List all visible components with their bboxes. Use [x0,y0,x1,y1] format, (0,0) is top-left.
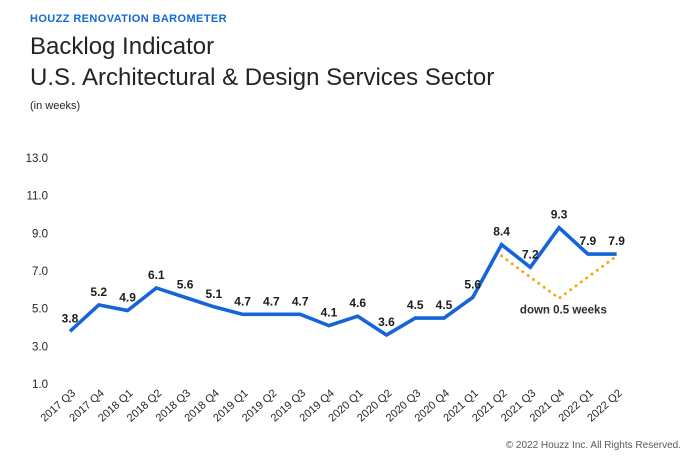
y-axis-tick-label: 9.0 [32,228,48,240]
data-point-label: 4.9 [119,291,136,305]
data-point-label: 4.5 [407,298,424,312]
data-point-label: 5.2 [90,285,107,299]
chart-header: HOUZZ RENOVATION BAROMETER Backlog Indic… [30,13,494,112]
y-axis-tick-label: 11.0 [26,191,48,203]
data-point-label: 5.1 [206,287,223,301]
y-axis-tick-label: 1.0 [32,379,48,391]
annotation-label: down 0.5 weeks [520,304,607,316]
data-point-label: 7.9 [580,234,597,248]
brand-kicker: HOUZZ RENOVATION BAROMETER [30,13,227,25]
data-point-label: 3.6 [378,315,395,329]
backlog-line-series [68,225,617,338]
data-point-label: 5.6 [464,277,481,291]
page-title-line2: U.S. Architectural & Design Services Sec… [30,64,495,91]
y-axis-tick-label: 7.0 [32,266,48,278]
annotation-guide-dotted-line [500,254,619,301]
data-point-label: 8.4 [493,225,510,239]
data-point-label: 4.7 [292,294,309,308]
data-point-label: 3.8 [62,311,79,325]
data-point-label: 4.7 [263,294,280,308]
data-point-label: 4.6 [349,296,366,310]
data-point-label: 4.7 [234,294,251,308]
data-point-label: 5.6 [177,277,194,291]
copyright-notice: © 2022 Houzz Inc. All Rights Reserved. [505,440,681,451]
data-point-label: 7.2 [522,247,539,261]
data-point-label: 9.3 [551,208,568,222]
page-title-line1: Backlog Indicator [30,33,215,60]
y-axis-tick-label: 5.0 [32,304,48,316]
data-point-label: 4.5 [436,298,453,312]
y-axis-tick-label: 3.0 [32,341,48,353]
data-point-label: 7.9 [608,234,625,248]
units-subtitle: (in weeks) [30,100,81,112]
y-axis-tick-label: 13.0 [26,153,48,165]
data-point-label: 4.1 [321,306,338,320]
data-point-label: 6.1 [148,268,165,282]
